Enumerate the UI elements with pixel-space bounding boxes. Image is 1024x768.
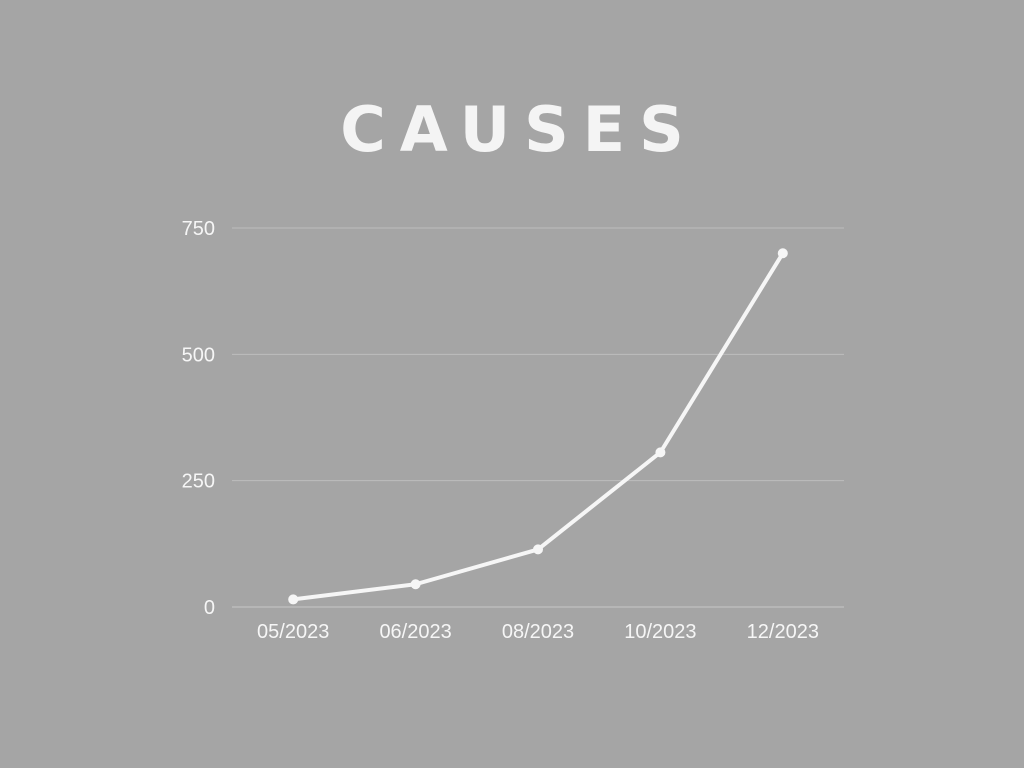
x-axis-ticks: 05/2023 06/2023 08/2023 10/2023 12/2023 [257, 621, 819, 643]
data-point [288, 594, 299, 605]
gridlines [232, 227, 844, 608]
x-tick-label: 06/2023 [379, 621, 451, 643]
chart-title: CAUSES [340, 93, 698, 166]
x-tick-label: 05/2023 [257, 621, 329, 643]
data-point [777, 248, 788, 259]
data-point [533, 544, 543, 555]
data-point [655, 447, 666, 458]
y-tick-label: 0 [204, 597, 215, 619]
y-tick-label: 250 [182, 471, 215, 493]
x-tick-label: 12/2023 [747, 621, 819, 643]
x-tick-label: 10/2023 [624, 621, 696, 643]
y-tick-label: 750 [182, 218, 215, 240]
series-layer [288, 248, 788, 605]
x-tick-label: 08/2023 [502, 621, 574, 643]
data-point [410, 579, 421, 590]
y-tick-label: 500 [182, 344, 215, 366]
y-axis-ticks: 0 250 500 750 [182, 218, 215, 619]
